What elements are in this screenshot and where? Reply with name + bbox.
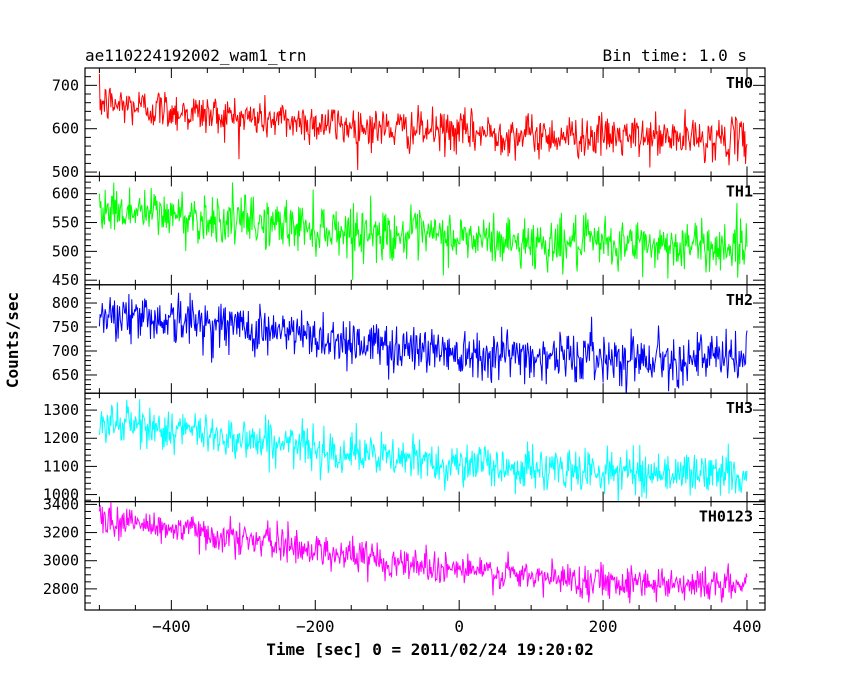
y-tick-label: 500 [52, 242, 79, 260]
series-line-th0123 [98, 501, 748, 604]
panel-label-th1: TH1 [726, 182, 753, 200]
panel-th0123: 2800 3000 3200 3400 TH0123 [43, 495, 766, 611]
y-tick-label: 1300 [43, 401, 79, 419]
y-tick-label: 2800 [43, 580, 79, 598]
panel-th2: 650 700 750 800 TH2 [52, 284, 766, 394]
series-line-th0 [98, 73, 748, 171]
y-axis-label: Counts/sec [3, 292, 22, 388]
series-line-th3 [98, 399, 748, 502]
x-axis-tick-labels: −400 −200 0 200 400 [152, 617, 761, 636]
bin-time-label: Bin time: 1.0 s [603, 46, 748, 65]
y-tick-label: 1200 [43, 429, 79, 447]
y-tick-label: 500 [52, 163, 79, 181]
series-line-th2 [98, 292, 748, 394]
x-tick-label: 200 [589, 617, 618, 636]
y-tick-label: 700 [52, 342, 79, 360]
panel-th1: 450 500 550 600 TH1 [52, 175, 766, 289]
x-tick-label: −200 [296, 617, 335, 636]
panel-frame [84, 175, 766, 286]
y-tick-label: 3400 [43, 495, 79, 513]
y-tick-label: 600 [52, 120, 79, 138]
y-tick-label: 800 [52, 294, 79, 312]
panel-frame [84, 392, 766, 503]
panel-label-th0123: TH0123 [699, 508, 753, 526]
y-tick-label: 3200 [43, 524, 79, 542]
y-tick-label: 1000 [43, 486, 79, 504]
y-tick-label: 650 [52, 366, 79, 384]
x-tick-label: −400 [152, 617, 191, 636]
panel-th0: 500 600 700 TH0 [52, 67, 766, 181]
panel-label-th0: TH0 [726, 74, 753, 92]
panels-group: 500 600 700 TH0 450 500 550 600 TH1 650 700 750 800 T… [43, 67, 766, 611]
panel-label-th3: TH3 [726, 399, 753, 417]
y-tick-label: 1100 [43, 457, 79, 475]
chart-title: ae110224192002_wam1_trn [85, 46, 307, 65]
y-tick-label: 3000 [43, 552, 79, 570]
x-axis-label: Time [sec] 0 = 2011/02/24 19:20:02 [266, 640, 594, 659]
panel-th3: 1000 1100 1200 1300 TH3 [43, 392, 766, 504]
panel-label-th2: TH2 [726, 291, 753, 309]
y-tick-label: 450 [52, 271, 79, 289]
y-tick-label: 600 [52, 185, 79, 203]
panel-frame [84, 67, 766, 178]
x-tick-label: 400 [733, 617, 762, 636]
panel-frame [84, 501, 766, 611]
panel-frame [84, 284, 766, 394]
x-tick-label: 0 [454, 617, 464, 636]
series-line-th1 [98, 182, 748, 281]
y-tick-label: 550 [52, 214, 79, 232]
y-tick-label: 700 [52, 76, 79, 94]
y-tick-label: 750 [52, 318, 79, 336]
